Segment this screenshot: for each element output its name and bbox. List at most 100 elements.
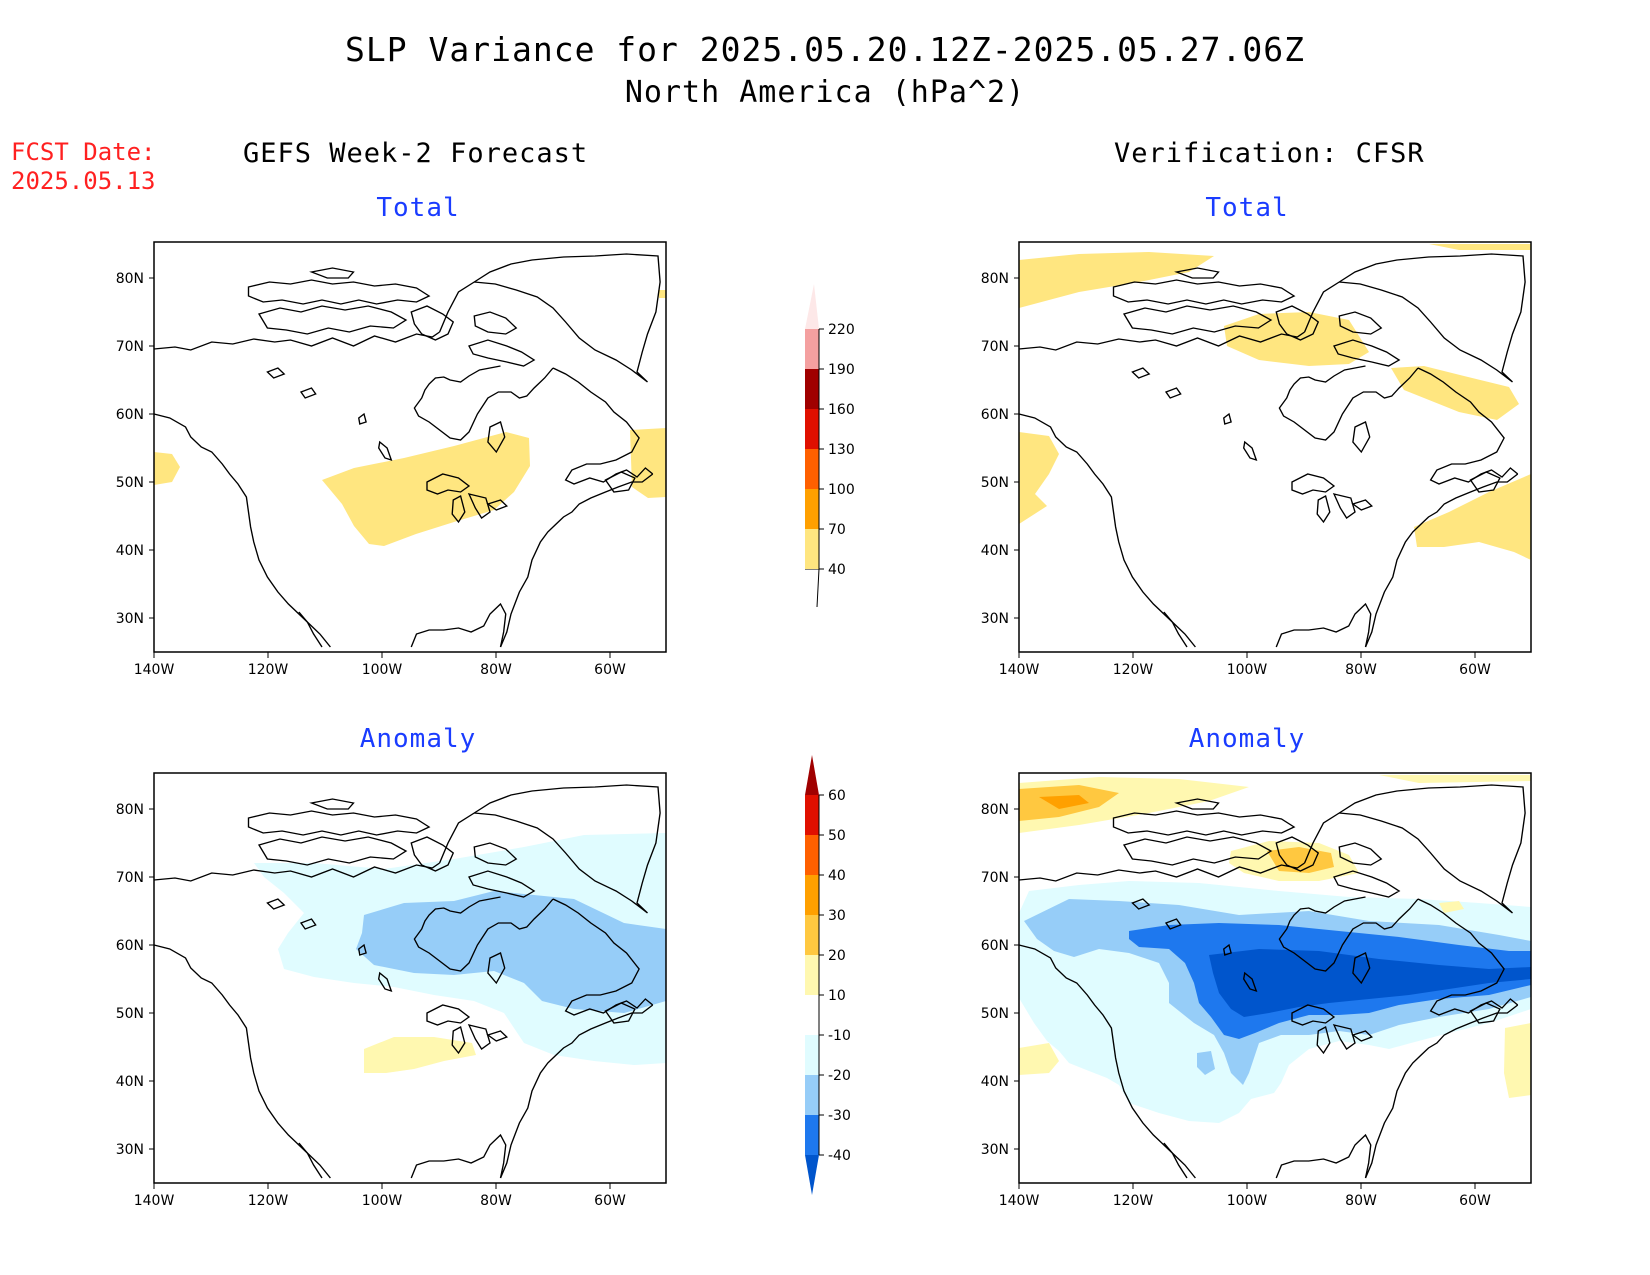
map-forecast-total: 80N 70N 60N 50N 40N 30N 140W 120W 100W 8… <box>116 241 667 678</box>
lat-tick-70N: 70N <box>981 339 1009 355</box>
colorbar-total-label: 190 <box>828 362 855 378</box>
lat-ticks: 80N 70N 60N 50N 40N 30N <box>981 802 1019 1158</box>
lat-tick-60N: 60N <box>981 407 1009 423</box>
colorbar-anomaly-upper-arrow <box>805 755 819 795</box>
lon-tick-80W: 80W <box>480 1193 512 1209</box>
lat-tick-30N: 30N <box>116 1142 144 1158</box>
colorbar-total-swatch <box>805 409 819 449</box>
colorbar-anomaly-label: 60 <box>828 788 846 804</box>
colorbar-total-label: 160 <box>828 402 855 418</box>
map-frame <box>153 241 667 653</box>
colorbar-anomaly-swatch <box>805 795 819 835</box>
lat-tick-40N: 40N <box>116 1074 144 1090</box>
lat-tick-70N: 70N <box>981 870 1009 886</box>
lat-tick-60N: 60N <box>116 938 144 954</box>
colorbar-total-label: 40 <box>828 562 846 578</box>
lon-tick-140W: 140W <box>999 1193 1040 1209</box>
map-verification-total: 80N 70N 60N 50N 40N 30N 140W 120W 100W 8… <box>981 241 1532 678</box>
lon-ticks: 140W 120W 100W 80W 60W <box>134 652 626 678</box>
lon-tick-80W: 80W <box>1345 662 1377 678</box>
colorbar-total-swatch <box>805 329 819 369</box>
forecast-date-value: 2025.05.13 <box>11 167 156 195</box>
colorbar-anomaly-swatch <box>805 995 819 1035</box>
colorbar-anomaly-label: 40 <box>828 868 846 884</box>
colorbar-anomaly-swatch <box>805 875 819 915</box>
colorbar-total-label: 100 <box>828 482 855 498</box>
shade-anomaly-10-20 <box>1439 901 1464 913</box>
lon-tick-140W: 140W <box>999 662 1040 678</box>
lon-ticks: 140W 120W 100W 80W 60W <box>134 1183 626 1209</box>
lon-tick-60W: 60W <box>594 1193 626 1209</box>
column-title-forecast: GEFS Week-2 Forecast <box>243 138 589 169</box>
shade-variance-40-70 <box>630 428 666 498</box>
lon-tick-80W: 80W <box>480 662 512 678</box>
shade-variance-40-70 <box>1391 366 1519 420</box>
lat-tick-50N: 50N <box>116 1006 144 1022</box>
shade-variance-40-70 <box>1019 252 1214 308</box>
lon-tick-120W: 120W <box>248 662 289 678</box>
lat-tick-50N: 50N <box>981 1006 1009 1022</box>
shade-anomaly-10-20 <box>364 1037 476 1073</box>
shade-variance-40-70 <box>1414 474 1531 560</box>
colorbar-total-swatch <box>805 489 819 529</box>
lat-tick-70N: 70N <box>116 339 144 355</box>
lon-tick-120W: 120W <box>248 1193 289 1209</box>
lat-tick-30N: 30N <box>981 611 1009 627</box>
lat-tick-40N: 40N <box>981 1074 1009 1090</box>
colorbar-anomaly-swatch <box>805 835 819 875</box>
shade-variance-40-70 <box>322 432 530 546</box>
lat-ticks: 80N 70N 60N 50N 40N 30N <box>116 802 154 1158</box>
lon-tick-140W: 140W <box>134 1193 175 1209</box>
lat-tick-80N: 80N <box>981 802 1009 818</box>
panel-title-verification-total: Total <box>1205 193 1289 223</box>
colorbar-anomaly-label: 50 <box>828 828 846 844</box>
colorbar-anomaly-swatch <box>805 1075 819 1115</box>
lat-tick-50N: 50N <box>116 475 144 491</box>
shade-anomaly-10-20 <box>1504 1023 1531 1098</box>
lat-tick-50N: 50N <box>981 475 1009 491</box>
colorbar-anomaly-swatch <box>805 915 819 955</box>
lon-tick-120W: 120W <box>1113 1193 1154 1209</box>
lon-tick-60W: 60W <box>1459 662 1491 678</box>
page-subtitle: North America (hPa^2) <box>624 75 1026 110</box>
forecast-date: FCST Date: 2025.05.13 <box>11 138 156 196</box>
shade-variance-40-70 <box>658 290 666 298</box>
lat-tick-40N: 40N <box>116 543 144 559</box>
column-title-verification: Verification: CFSR <box>1114 138 1425 169</box>
colorbar-anomaly-label: -30 <box>828 1108 851 1124</box>
lat-tick-30N: 30N <box>116 611 144 627</box>
lon-tick-60W: 60W <box>1459 1193 1491 1209</box>
shade-anomaly-10-20 <box>1019 1043 1059 1075</box>
colorbar-total-swatch <box>805 529 819 569</box>
colorbar-total-label: 70 <box>828 522 846 538</box>
lat-tick-40N: 40N <box>981 543 1009 559</box>
map-verification-anomaly: 80N 70N 60N 50N 40N 30N 140W 120W 100W 8… <box>981 772 1532 1209</box>
colorbar-anomaly: -40 -30 -20 -10 10 20 30 40 50 60 <box>805 755 851 1195</box>
page-title: SLP Variance for 2025.05.20.12Z-2025.05.… <box>345 30 1305 69</box>
colorbar-anomaly-swatch <box>805 955 819 995</box>
colorbar-total: 40 70 100 130 160 190 220 <box>805 284 855 608</box>
lon-tick-100W: 100W <box>1227 662 1268 678</box>
colorbar-total-upper-arrow <box>805 284 819 329</box>
lat-tick-70N: 70N <box>116 870 144 886</box>
colorbar-anomaly-label: -20 <box>828 1068 851 1084</box>
lat-tick-80N: 80N <box>116 802 144 818</box>
shade-variance-40-70 <box>154 452 180 485</box>
map-frame <box>153 772 667 1184</box>
colorbar-anomaly-label: -40 <box>828 1148 851 1164</box>
colorbar-anomaly-swatch <box>805 1035 819 1075</box>
colorbar-anomaly-label: -10 <box>828 1028 851 1044</box>
lat-tick-30N: 30N <box>981 1142 1009 1158</box>
lon-tick-120W: 120W <box>1113 662 1154 678</box>
colorbar-anomaly-label: 20 <box>828 948 846 964</box>
lon-ticks: 140W 120W 100W 80W 60W <box>999 652 1491 678</box>
panel-title-forecast-anomaly: Anomaly <box>359 724 477 754</box>
lon-tick-100W: 100W <box>1227 1193 1268 1209</box>
panel-title-forecast-total: Total <box>376 193 460 223</box>
shade-variance-40-70 <box>1019 432 1059 524</box>
lon-tick-60W: 60W <box>594 662 626 678</box>
lon-tick-140W: 140W <box>134 662 175 678</box>
colorbar-anomaly-lower-arrow <box>805 1155 819 1195</box>
colorbar-total-label: 130 <box>828 442 855 458</box>
forecast-date-label: FCST Date: <box>11 138 156 166</box>
